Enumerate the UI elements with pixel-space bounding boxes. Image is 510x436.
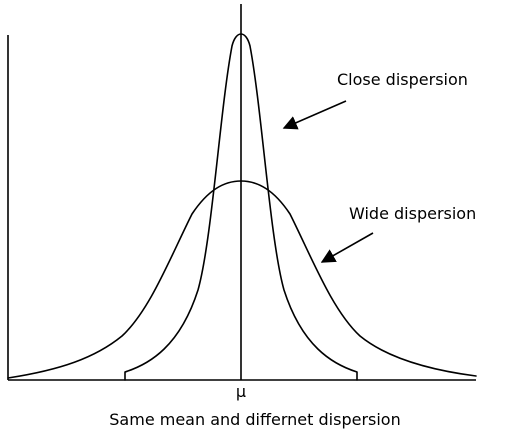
mean-label: μ [236, 382, 246, 401]
close-dispersion-label: Close dispersion [337, 70, 468, 89]
wide-dispersion-label: Wide dispersion [349, 204, 476, 223]
wide-dispersion-arrow [320, 232, 374, 263]
close-dispersion-arrow [282, 100, 347, 130]
figure-caption: Same mean and differnet dispersion [109, 410, 400, 429]
close-dispersion-curve [124, 33, 358, 381]
wide-dispersion-curve [7, 180, 477, 379]
